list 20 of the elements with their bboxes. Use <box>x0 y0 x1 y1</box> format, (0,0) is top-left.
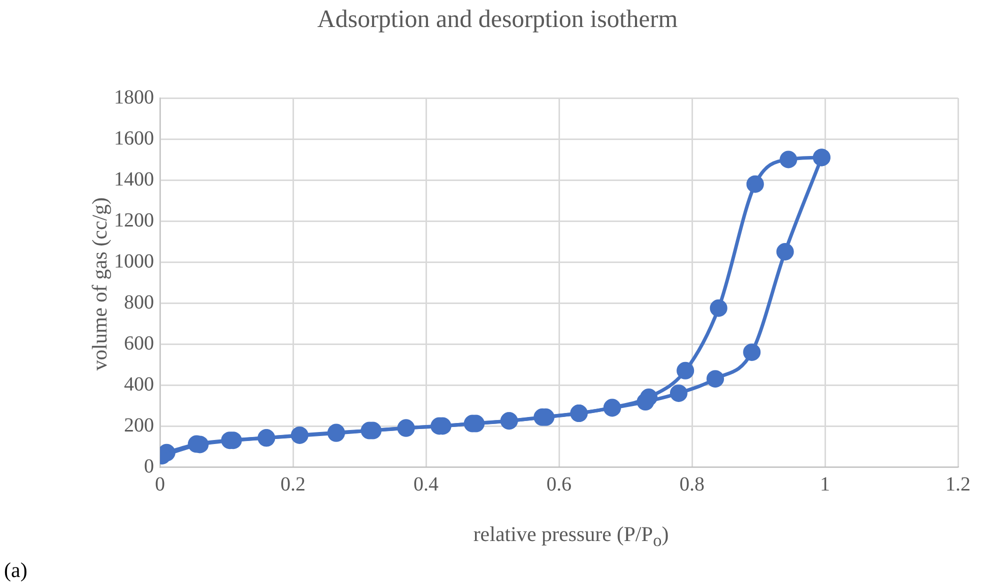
y-tick-label: 1400 <box>114 168 154 190</box>
y-tick-label: 800 <box>124 291 154 314</box>
x-tick-label: 0.8 <box>680 473 704 496</box>
x-tick-label: 0.6 <box>546 473 572 496</box>
text: (a) <box>4 558 28 583</box>
chart-title: Adsorption and desorption isotherm <box>316 6 679 34</box>
y-axis-title: volume of gas (cc/g) <box>88 197 112 371</box>
y-tick-label: 1800 <box>114 86 154 108</box>
y-tick-label: 1200 <box>114 209 154 232</box>
y-tick-label: 400 <box>124 373 154 396</box>
x-axis-title: relative pressure (P/P$_{o}$) <box>472 522 670 552</box>
y-tick-label: 600 <box>124 332 154 354</box>
y-tick-label: 200 <box>124 414 154 436</box>
y-tick-label: 0 <box>144 455 154 478</box>
x-tick-label: 1 <box>820 473 830 496</box>
y-tick-label: 1600 <box>114 127 154 150</box>
x-tick-label: 1.2 <box>946 473 970 496</box>
y-tick-label: 1000 <box>114 250 154 272</box>
x-tick-label: 0.4 <box>414 473 438 496</box>
x-tick-label: 0.2 <box>280 473 306 496</box>
